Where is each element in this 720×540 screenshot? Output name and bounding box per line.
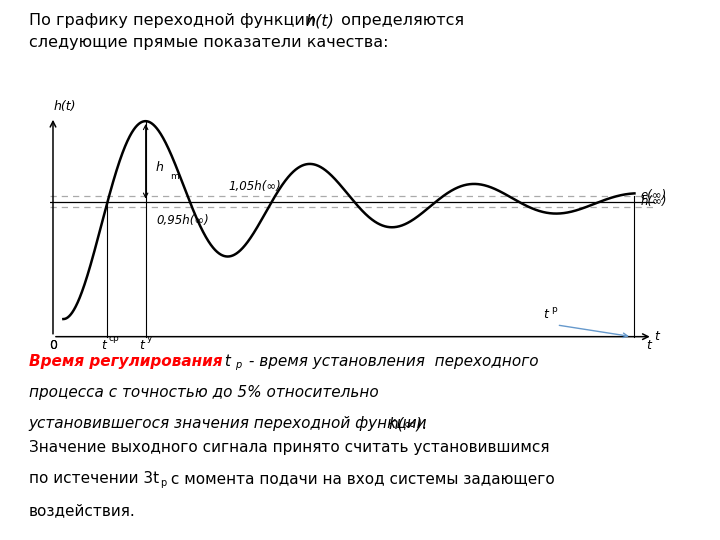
Text: по истечении 3t: по истечении 3t: [29, 471, 159, 487]
Text: 0: 0: [50, 339, 58, 352]
Text: t: t: [220, 354, 230, 369]
Text: воздействия.: воздействия.: [29, 503, 135, 518]
Text: 1,05h(∞): 1,05h(∞): [229, 180, 282, 193]
Text: Значение выходного сигнала принято считать установившимся: Значение выходного сигнала принято счита…: [29, 440, 549, 455]
Text: t: t: [647, 339, 651, 352]
Text: определяются: определяются: [336, 14, 464, 29]
Text: h(t): h(t): [53, 100, 76, 113]
Text: процесса с точностью до 5% относительно: процесса с точностью до 5% относительно: [29, 385, 379, 400]
Text: h(∞).: h(∞).: [389, 416, 428, 431]
Text: - время установления  переходного: - время установления переходного: [244, 354, 539, 369]
Text: p: p: [235, 360, 242, 370]
Text: p: p: [161, 478, 167, 488]
Text: t: t: [102, 339, 106, 352]
Text: Время регулирования: Время регулирования: [29, 354, 222, 369]
Text: h(∞): h(∞): [641, 195, 667, 208]
Text: h: h: [156, 161, 164, 174]
Text: установившегося значения переходной функции: установившегося значения переходной функ…: [29, 416, 437, 431]
Text: e(∞): e(∞): [641, 189, 667, 202]
Text: t: t: [140, 339, 144, 352]
Text: следующие прямые показатели качества:: следующие прямые показатели качества:: [29, 35, 388, 50]
Text: t: t: [544, 308, 549, 321]
Text: с момента подачи на вход системы задающего: с момента подачи на вход системы задающе…: [166, 471, 554, 487]
Text: h(t): h(t): [305, 14, 334, 29]
Text: 0,95h(∞): 0,95h(∞): [156, 214, 209, 227]
Text: 0: 0: [50, 339, 58, 352]
Text: cp: cp: [109, 334, 120, 343]
Text: p: p: [551, 305, 557, 314]
Text: t: t: [654, 330, 659, 343]
Text: y: y: [147, 334, 153, 343]
Text: По графику переходной функции: По графику переходной функции: [29, 14, 320, 29]
Text: m: m: [171, 172, 179, 181]
